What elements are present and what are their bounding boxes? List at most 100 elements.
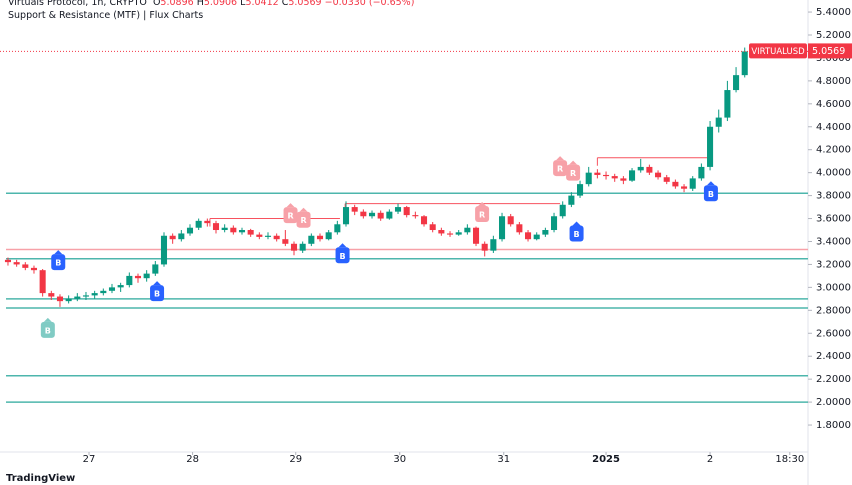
candle-body (74, 296, 81, 299)
symbol: Virtuals Protocol, 1h, CRYPTO (8, 0, 147, 8)
candle-body (82, 295, 90, 297)
x-tick-label: 18:30 (775, 454, 804, 465)
y-tick-label: 3.2000 (816, 259, 851, 270)
candle-body (611, 176, 618, 179)
candle-body (481, 243, 488, 251)
candle-body (568, 195, 575, 205)
badge-pointer (54, 250, 63, 255)
ticker-tag (749, 43, 807, 59)
candle-body (230, 227, 237, 233)
x-tick-label: 2 (707, 454, 713, 465)
candle-body (715, 117, 722, 127)
x-tick-label: 2025 (592, 454, 620, 465)
candle-body (117, 285, 124, 288)
candle-body (594, 172, 601, 175)
h-label: H (196, 0, 204, 8)
badge-pointer (569, 160, 578, 165)
y-tick-label: 1.8000 (816, 420, 851, 431)
y-tick-label: 4.6000 (816, 99, 851, 110)
signal-label: R (570, 169, 576, 178)
y-tick-label: 4.8000 (816, 76, 851, 87)
badge-pointer (556, 156, 565, 161)
candle-body (22, 264, 29, 268)
price-tag (808, 43, 852, 59)
candle-body (100, 290, 107, 294)
y-tick-label: 5.2000 (816, 30, 851, 41)
candle-body (160, 235, 168, 265)
candle-body (507, 216, 514, 225)
candle-body (559, 204, 566, 217)
candle-body (204, 220, 211, 224)
signal-label: R (300, 216, 306, 225)
o-label: O (152, 0, 161, 8)
high-value: 5.0906 (203, 0, 238, 8)
y-tick-label: 3.6000 (816, 214, 851, 225)
candle-body (152, 264, 159, 274)
candle-body (386, 211, 393, 219)
signal-badge (283, 207, 298, 224)
candle-body (394, 207, 402, 212)
badge-pointer (43, 317, 52, 322)
candle-body (221, 227, 228, 231)
low-value: 5.0412 (245, 0, 279, 8)
change: −0.0330 (−0.65%) (324, 0, 415, 8)
candle-body (429, 224, 436, 231)
candle-body (707, 126, 714, 167)
badge-pointer (286, 203, 295, 208)
candle-body (134, 275, 142, 279)
brand-logo: TradingView (6, 473, 76, 484)
candle-body (412, 215, 419, 217)
y-tick-label: 4.2000 (816, 145, 851, 156)
candle-body (30, 267, 38, 271)
l-label: L (240, 0, 246, 8)
candle-body (360, 211, 367, 217)
signal-label: R (557, 165, 563, 174)
candle-body (39, 270, 46, 294)
y-tick-label: 4.4000 (816, 122, 851, 133)
candle-body (316, 235, 324, 240)
candle-body (368, 212, 376, 217)
candle-body (498, 216, 506, 240)
candle-body (91, 293, 98, 296)
y-tick-label: 3.4000 (816, 236, 851, 247)
candle-body (247, 230, 254, 235)
candle-body (264, 235, 272, 237)
candle-body (629, 170, 636, 181)
candle-body (533, 234, 540, 240)
x-tick-label: 27 (83, 454, 96, 465)
candle-body (178, 233, 185, 240)
candle-body (585, 172, 592, 185)
candle-body (169, 235, 176, 240)
candle-body (186, 227, 194, 234)
candle-body (342, 207, 350, 225)
candle-body (698, 166, 705, 179)
signal-label: R (287, 212, 293, 221)
y-tick-label: 2.0000 (816, 397, 851, 408)
candle-body (325, 232, 332, 240)
signal-label: B (154, 290, 160, 299)
candle-body (577, 184, 584, 196)
y-tick-label: 3.8000 (816, 191, 851, 202)
candle-body (689, 178, 696, 189)
signal-badge (566, 164, 581, 181)
signal-badge (150, 285, 165, 302)
candle-body (126, 275, 133, 286)
candle-body (525, 232, 532, 240)
x-tick-label: 28 (186, 454, 199, 465)
last-price-label: 5.0569 (812, 46, 845, 57)
c-label: C (281, 0, 289, 8)
candle-body (620, 178, 627, 181)
candle-body (455, 232, 462, 235)
signal-badge (553, 160, 568, 177)
y-tick-label: 5.4000 (816, 7, 851, 18)
signal-badge (40, 321, 55, 338)
signal-badge (569, 225, 584, 242)
candle-body (655, 172, 662, 178)
candle-body (256, 234, 263, 237)
badge-pointer (153, 281, 162, 286)
badge-pointer (338, 243, 347, 248)
candle-body (672, 181, 679, 187)
candle-body (403, 207, 410, 216)
candle-body (290, 243, 298, 251)
y-tick-label: 2.6000 (816, 328, 851, 339)
